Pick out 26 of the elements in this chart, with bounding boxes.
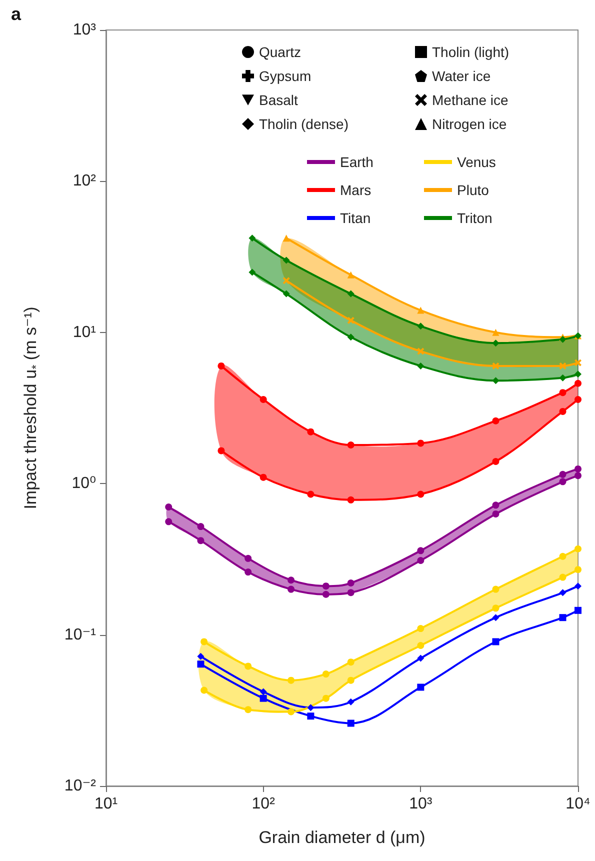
x-tick-label: 10⁴ [566, 796, 590, 812]
y-tick-label: 10⁻² [64, 778, 97, 794]
legend-label: Tholin (dense) [259, 116, 348, 132]
legend-label: Gypsum [259, 68, 312, 84]
chart-title: a [11, 4, 22, 24]
legend-label: Tholin (light) [432, 44, 510, 60]
y-tick-label: 10³ [72, 22, 97, 38]
legend-label: Nitrogen ice [432, 116, 507, 132]
x-tick-label: 10¹ [94, 796, 118, 812]
legend-label: Venus [457, 154, 496, 170]
legend-label: Quartz [259, 44, 302, 60]
legend-label: Earth [340, 154, 374, 170]
legend-label: Methane ice [432, 92, 508, 108]
legend-label: Pluto [457, 182, 490, 198]
legend-label: Mars [340, 182, 372, 198]
y-tick-label: 10² [72, 172, 97, 190]
legend-label: Basalt [259, 92, 298, 108]
x-tick-label: 10² [252, 796, 276, 812]
legend-label: Titan [340, 210, 371, 226]
y-tick-label: 10⁻¹ [64, 626, 96, 644]
x-axis-title: Grain diameter d (μm) [258, 828, 426, 848]
legend-label: Triton [457, 210, 492, 226]
y-tick-label: 10⁰ [72, 475, 96, 492]
legend-label: Water ice [432, 68, 491, 84]
y-tick-label: 10¹ [72, 324, 96, 341]
x-tick-label: 10³ [409, 796, 433, 812]
